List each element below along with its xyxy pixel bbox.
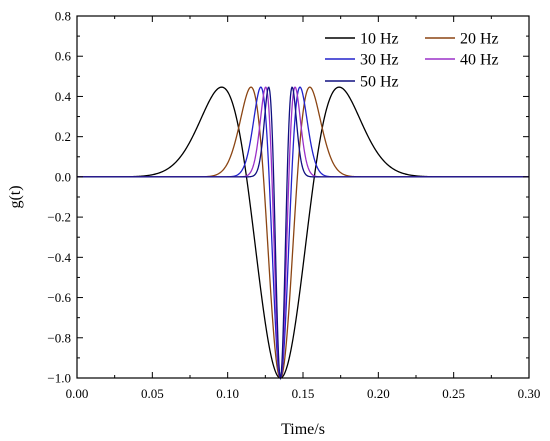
- series-line-40hz: [77, 86, 529, 380]
- legend-label: 50 Hz: [360, 74, 399, 91]
- y-tick-label: 0.8: [55, 9, 71, 24]
- x-tick-label: 0.05: [141, 386, 164, 401]
- x-tick-label: 0.25: [442, 386, 465, 401]
- legend: 10 Hz 20 Hz 30 Hz 40 Hz 50 Hz: [325, 31, 499, 91]
- series-line-10hz: [77, 86, 529, 379]
- y-tick-label: −1.0: [47, 371, 71, 386]
- axis-ticks: 0.00 0.05 0.10 0.15 0.20 0.25 0.30 −1.0 −0.8 −0.6…: [47, 9, 540, 402]
- y-tick-label: −0.2: [47, 210, 71, 225]
- legend-label: 40 Hz: [460, 52, 499, 69]
- y-tick-label: 0.2: [55, 129, 71, 144]
- x-tick-label: 0.30: [518, 386, 541, 401]
- legend-label: 10 Hz: [360, 31, 399, 48]
- x-tick-label: 0.15: [292, 386, 315, 401]
- y-tick-label: −0.6: [47, 290, 71, 305]
- y-tick-label: 0.6: [55, 49, 72, 64]
- series-line-20hz: [77, 86, 529, 379]
- y-tick-label: −0.4: [47, 250, 71, 265]
- plot-frame: [76, 15, 530, 379]
- series-line-30hz: [77, 86, 529, 380]
- y-tick-label: 0.0: [55, 169, 71, 184]
- series-lines: [77, 86, 529, 381]
- y-axis-title: g(t): [7, 185, 24, 208]
- x-tick-label: 0.20: [367, 386, 390, 401]
- y-tick-label: 0.4: [55, 89, 72, 104]
- series-line-50hz: [77, 86, 529, 381]
- x-tick-label: 0.10: [216, 386, 239, 401]
- y-tick-label: −0.8: [47, 330, 71, 345]
- x-axis-title: Time/s: [281, 421, 325, 438]
- x-tick-label: 0.00: [66, 386, 89, 401]
- legend-label: 20 Hz: [460, 31, 499, 48]
- legend-label: 30 Hz: [360, 52, 399, 69]
